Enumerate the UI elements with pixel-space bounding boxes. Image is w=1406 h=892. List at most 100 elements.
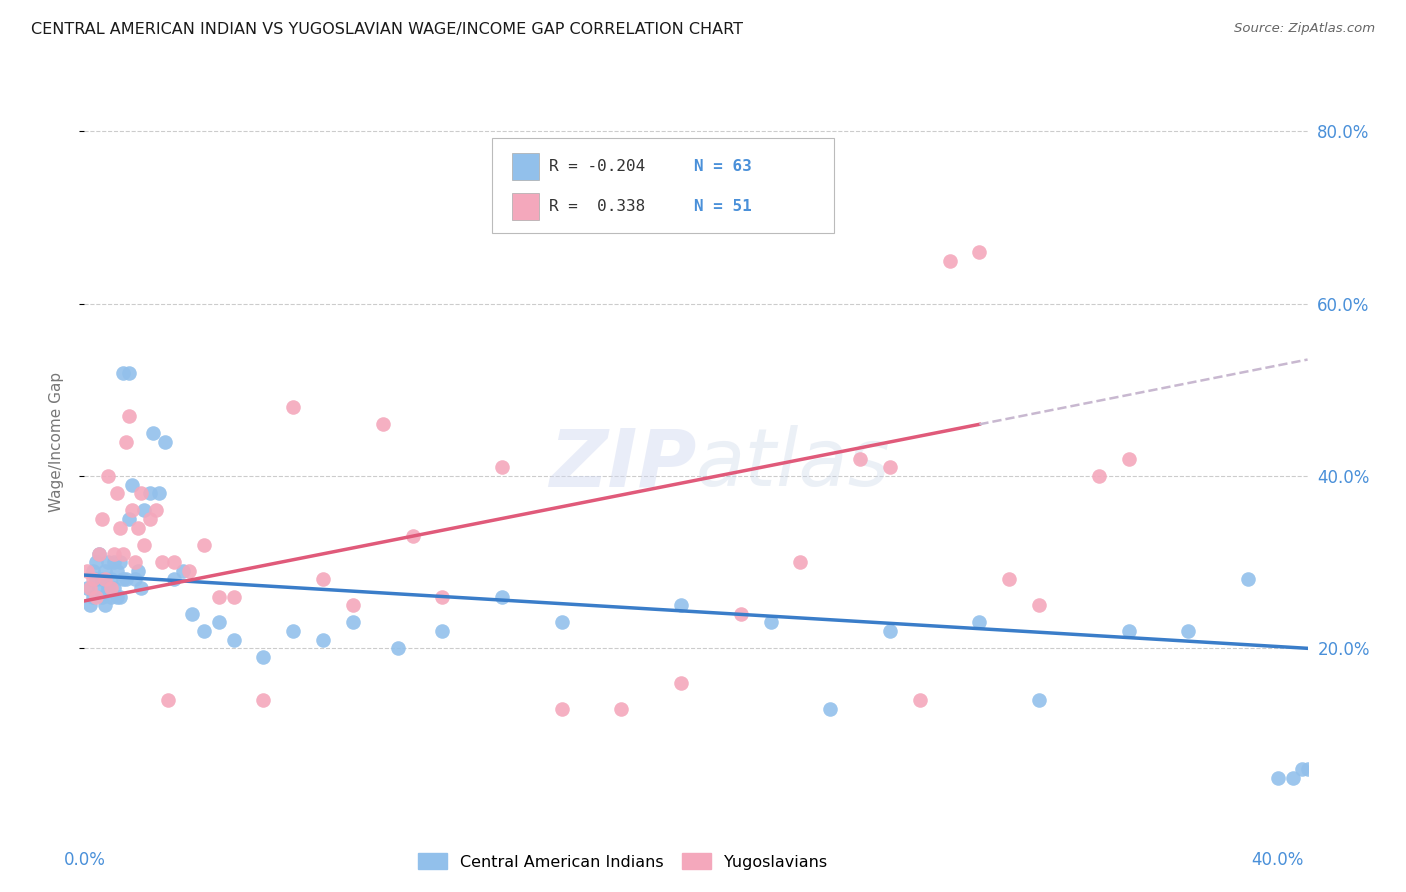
Point [669,599,692,613]
Point [139,512,162,526]
Point [84,573,107,587]
Point [89,581,111,595]
Point [818,701,841,715]
Point [222,590,245,604]
Point [252,649,274,664]
Point [103,555,125,569]
Text: atlas: atlas [696,425,891,503]
Point [94,564,117,578]
Point [105,590,128,604]
Point [1028,599,1050,613]
Point [94,573,117,587]
Text: CENTRAL AMERICAN INDIAN VS YUGOSLAVIAN WAGE/INCOME GAP CORRELATION CHART: CENTRAL AMERICAN INDIAN VS YUGOSLAVIAN W… [31,22,742,37]
Point [312,632,335,647]
Point [112,547,135,561]
Point [91,512,114,526]
Point [118,409,141,423]
Point [82,590,104,604]
Point [938,253,960,268]
Point [551,615,574,630]
Point [100,573,122,587]
Y-axis label: Wage/Income Gap: Wage/Income Gap [49,371,63,512]
Point [82,564,104,578]
Point [124,555,146,569]
Point [148,486,170,500]
Point [129,486,152,500]
Text: 0.0%: 0.0% [63,851,105,869]
Point [94,599,117,613]
Point [1281,771,1303,785]
Point [312,573,335,587]
Text: N = 51: N = 51 [693,199,751,214]
Point [142,425,165,440]
Point [908,693,931,707]
Point [1087,469,1109,483]
Point [1118,624,1140,639]
Bar [513,193,540,220]
Point [115,573,138,587]
Point [118,512,141,526]
Point [121,503,143,517]
Point [97,469,120,483]
Point [84,590,107,604]
Point [108,590,131,604]
Point [172,564,194,578]
Point [79,581,101,595]
Point [156,693,179,707]
Point [759,615,782,630]
Point [105,486,128,500]
Point [879,460,901,475]
Point [193,624,215,639]
Point [207,615,229,630]
Point [180,607,202,621]
Point [730,607,752,621]
Legend: Central American Indians, Yugoslavians: Central American Indians, Yugoslavians [418,854,827,870]
Point [97,555,120,569]
Point [108,555,131,569]
Point [100,581,122,595]
Point [849,451,872,466]
Point [105,564,128,578]
Point [124,573,146,587]
Point [129,581,152,595]
Point [76,564,98,578]
Point [401,529,423,543]
Point [432,624,454,639]
Point [82,573,104,587]
Point [1237,573,1260,587]
Point [342,615,364,630]
Point [177,564,200,578]
Point [163,573,186,587]
Point [969,244,991,259]
Point [145,503,167,517]
Point [97,581,120,595]
Point [153,434,176,449]
Point [112,573,135,587]
Point [100,590,122,604]
Text: R = -0.204: R = -0.204 [550,159,645,174]
Point [222,632,245,647]
Point [342,599,364,613]
Point [150,555,173,569]
Point [89,547,111,561]
Point [610,701,633,715]
Point [1118,451,1140,466]
Point [283,400,305,414]
Point [551,701,574,715]
Point [115,434,138,449]
Point [193,538,215,552]
Point [1291,762,1313,776]
FancyBboxPatch shape [492,138,834,233]
Bar [513,153,540,180]
Point [207,590,229,604]
Point [1028,693,1050,707]
Point [132,538,155,552]
Point [127,564,149,578]
Point [132,503,155,517]
Point [371,417,394,432]
Point [118,366,141,380]
Point [998,573,1021,587]
Point [121,477,143,491]
Point [491,460,513,475]
Text: Source: ZipAtlas.com: Source: ZipAtlas.com [1234,22,1375,36]
